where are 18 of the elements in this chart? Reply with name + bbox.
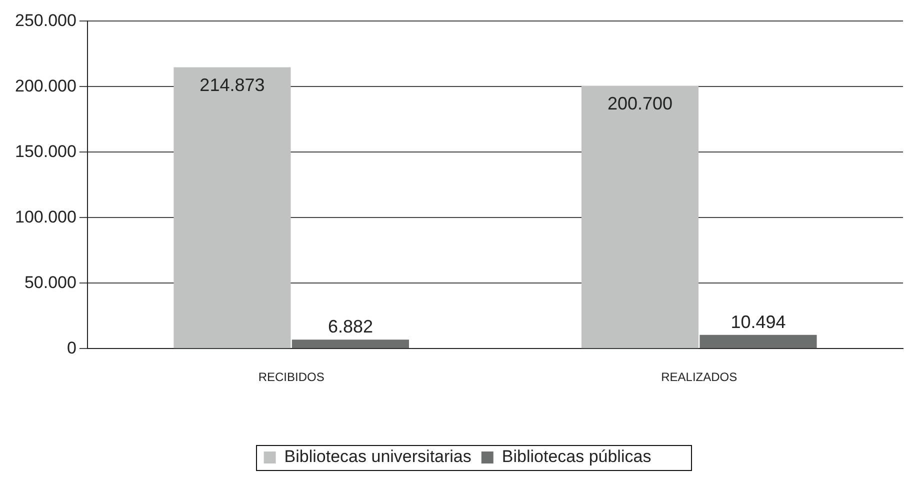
y-tick-label: 50.000 — [24, 272, 76, 292]
x-tick-label: RECIBIDOS — [258, 370, 324, 384]
x-tick-label: REALIZADOS — [661, 370, 738, 384]
data-label: 200.700 — [607, 94, 673, 114]
bar — [174, 67, 291, 348]
y-tick-label: 200.000 — [15, 76, 76, 96]
y-tick-label: 100.000 — [15, 207, 76, 226]
data-label: 10.494 — [730, 312, 786, 332]
legend-label: Bibliotecas públicas — [502, 447, 652, 466]
bar — [292, 340, 409, 348]
y-tick-label: 150.000 — [15, 142, 76, 161]
y-tick-label: 0 — [66, 338, 76, 358]
bar — [581, 86, 699, 348]
data-label: 6.882 — [328, 316, 373, 337]
y-tick-label: 250.000 — [15, 10, 76, 30]
legend-label: Bibliotecas universitarias — [284, 447, 472, 466]
data-label: 214.873 — [200, 75, 265, 96]
bar — [700, 334, 817, 348]
